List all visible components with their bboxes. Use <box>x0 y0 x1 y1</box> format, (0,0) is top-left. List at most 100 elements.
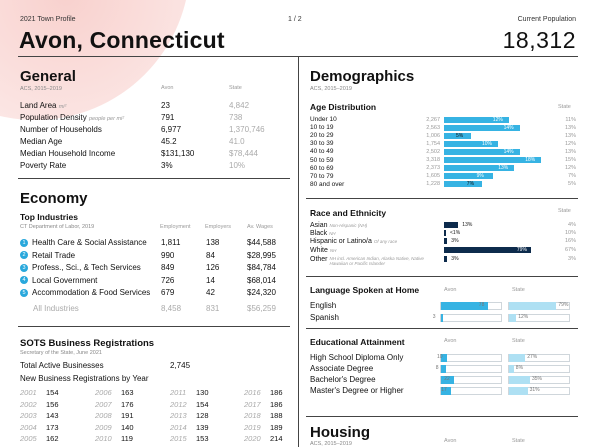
registration-count: 191 <box>121 411 134 420</box>
language-state-fill <box>509 302 557 310</box>
age-bar <box>444 157 542 163</box>
language-state-value: 79% <box>558 302 569 308</box>
age-divider <box>306 198 578 199</box>
registration-count: 130 <box>196 388 209 397</box>
language-town-value: 78 <box>478 302 485 308</box>
industry-wages: $84,784 <box>247 263 276 272</box>
education-state-track <box>508 387 570 395</box>
language-town-value: 3 <box>432 313 436 320</box>
registration-year: 2016 <box>244 388 261 397</box>
age-state-pct: 7% <box>568 173 576 180</box>
industry-rank-badge: 2 <box>20 251 28 259</box>
education-label: Master's Degree or Higher <box>310 386 404 395</box>
education-town-value: 10 <box>437 354 443 360</box>
race-bar <box>444 238 448 244</box>
race-state-pct: 3% <box>568 256 576 262</box>
race-title: Race and Ethnicity <box>310 208 387 218</box>
education-label: Bachelor's Degree <box>310 375 376 384</box>
industry-employment: 726 <box>161 275 175 285</box>
general-row-town: 3% <box>161 161 173 170</box>
age-bar-pct: 14% <box>503 148 514 155</box>
education-col-state: State <box>512 338 525 344</box>
registration-year: 2015 <box>170 434 187 443</box>
industry-rank-badge: 1 <box>20 238 28 247</box>
age-state-pct: 13% <box>564 124 576 131</box>
age-group-label: 70 to 79 <box>310 172 334 180</box>
age-group-count: 2,563 <box>426 124 440 131</box>
general-row-state: 738 <box>229 113 243 122</box>
race-state-label: State <box>558 208 571 214</box>
age-bar-pct: 10% <box>482 140 493 147</box>
registration-year: 2007 <box>95 399 112 409</box>
age-group-count: 1,754 <box>426 140 440 147</box>
race-bar-pct: 3% <box>451 256 459 262</box>
race-name: Other <box>310 256 330 263</box>
registration-year: 2019 <box>244 422 261 432</box>
industry-employment: 679 <box>161 288 175 297</box>
age-bar-pct: 14% <box>503 124 514 131</box>
registration-year: 2008 <box>95 411 112 420</box>
age-group-count: 3,318 <box>426 157 440 163</box>
education-town-value: 8 <box>435 365 439 371</box>
race-bar <box>444 247 531 253</box>
industries-title: Top Industries <box>20 212 78 222</box>
general-row-state: 41.0 <box>229 137 245 146</box>
industry-name: Retail Trade <box>32 250 76 260</box>
general-row-town: $131,130 <box>161 149 195 158</box>
age-group-label: 50 to 59 <box>310 156 334 164</box>
language-title: Language Spoken at Home <box>310 285 420 295</box>
language-label: English <box>310 301 337 310</box>
sots-source: Secretary of the State, June 2021 <box>20 350 102 356</box>
industry-employers: 14 <box>206 275 215 285</box>
registration-count: 140 <box>121 422 134 432</box>
education-state-fill <box>509 354 526 362</box>
age-bar-pct: 7% <box>466 181 475 188</box>
registration-count: 154 <box>196 399 209 409</box>
industry-wages: $44,588 <box>247 238 276 247</box>
language-divider <box>306 328 578 329</box>
registration-year: 2013 <box>170 411 187 420</box>
age-distribution-title: Age Distribution <box>310 102 377 112</box>
registration-year: 2012 <box>170 399 187 409</box>
race-label: Other NH incl. American Indian, Alaska N… <box>310 256 439 266</box>
all-industries-employers: 831 <box>206 304 220 313</box>
education-town-value: 17 <box>441 387 447 393</box>
registration-year: 2017 <box>244 399 261 409</box>
education-label: High School Diploma Only <box>310 353 404 362</box>
race-bar-pct: <1% <box>450 230 461 236</box>
population-label: Current Population <box>517 16 576 23</box>
general-row-state: 4,842 <box>229 101 250 110</box>
general-col-town: Avon <box>161 85 174 91</box>
age-bar-pct: 13% <box>498 165 509 172</box>
race-bar-pct: 13% <box>462 222 473 228</box>
col-wages: Av. Wages <box>247 224 273 230</box>
education-town-track <box>440 354 502 362</box>
education-state-track <box>508 365 570 373</box>
industry-row: 1 Health Care & Social Assistance <box>20 238 147 247</box>
education-state-value: 8% <box>515 365 524 371</box>
age-bar-pct: 18% <box>525 157 536 163</box>
age-group-count: 2,267 <box>426 116 440 123</box>
industry-rank-badge: 4 <box>20 276 28 284</box>
age-state-pct: 12% <box>564 165 576 172</box>
age-state-pct: 13% <box>564 148 576 155</box>
language-label: Spanish <box>310 312 339 322</box>
registration-year: 2001 <box>20 388 37 397</box>
general-title: General <box>20 68 76 85</box>
education-state-track <box>508 354 570 362</box>
registration-count: 188 <box>270 411 283 420</box>
general-divider <box>18 178 290 179</box>
new-registrations-label: New Business Registrations by Year <box>20 374 149 383</box>
education-state-value: 31% <box>529 387 540 393</box>
housing-title: Housing <box>310 424 370 441</box>
age-bar <box>444 116 509 123</box>
general-row-state: 10% <box>229 161 246 170</box>
general-source: ACS, 2015–2019 <box>20 86 62 92</box>
age-group-label: Under 10 <box>310 116 337 123</box>
age-state-label: State <box>558 104 571 110</box>
race-bar <box>444 256 448 262</box>
age-group-label: 60 to 69 <box>310 164 334 172</box>
registration-count: 189 <box>270 422 283 432</box>
age-group-count: 1,605 <box>426 173 440 180</box>
age-group-label: 40 to 49 <box>310 148 334 156</box>
